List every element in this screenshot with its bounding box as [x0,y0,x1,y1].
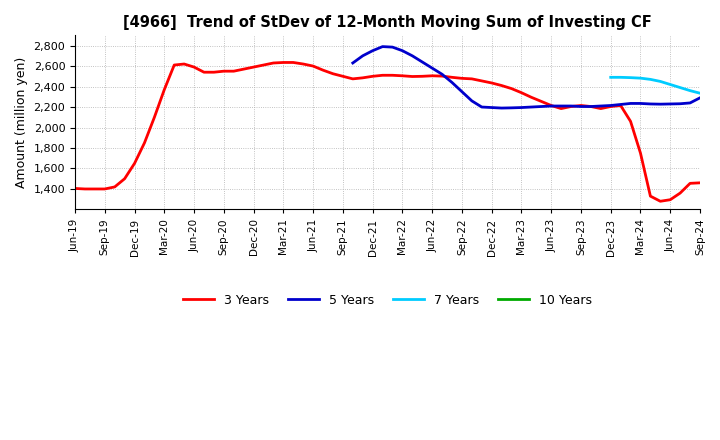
5 Years [498,106,506,111]
5 Years [507,105,516,110]
Title: [4966]  Trend of StDev of 12-Month Moving Sum of Investing CF: [4966] Trend of StDev of 12-Month Moving… [123,15,652,30]
5 Years [685,100,694,106]
5 Years [378,44,387,49]
5 Years [467,98,476,103]
3 Years [338,73,347,79]
5 Years [537,104,546,109]
5 Years [626,101,635,106]
7 Years [656,79,665,84]
5 Years [418,59,426,65]
5 Years [477,104,486,110]
5 Years [577,104,585,109]
5 Years [487,105,496,110]
5 Years [517,105,526,110]
3 Years [388,73,397,78]
5 Years [656,102,665,107]
7 Years [606,75,615,80]
5 Years [348,60,357,66]
5 Years [458,89,467,94]
5 Years [606,103,615,108]
5 Years [428,66,436,71]
5 Years [567,103,575,109]
7 Years [696,91,704,96]
3 Years [150,115,158,120]
3 Years [487,81,496,86]
3 Years [696,180,704,186]
3 Years [477,78,486,84]
5 Years [596,103,605,109]
7 Years [685,88,694,93]
7 Years [636,76,645,81]
7 Years [626,75,635,80]
Legend: 3 Years, 5 Years, 7 Years, 10 Years: 3 Years, 5 Years, 7 Years, 10 Years [178,289,598,312]
5 Years [587,104,595,109]
3 Years [656,198,665,204]
5 Years [547,103,556,109]
5 Years [527,104,536,110]
5 Years [646,101,654,106]
3 Years [71,186,79,191]
5 Years [438,72,446,77]
5 Years [616,102,625,107]
3 Years [428,73,436,78]
Y-axis label: Amount (million yen): Amount (million yen) [15,57,28,188]
5 Years [398,48,407,53]
5 Years [448,80,456,85]
5 Years [369,48,377,53]
7 Years [646,77,654,82]
5 Years [557,103,565,109]
5 Years [676,101,685,106]
5 Years [408,53,417,59]
5 Years [666,101,675,106]
3 Years [279,60,288,65]
Line: 5 Years: 5 Years [353,47,700,108]
7 Years [676,85,685,90]
Line: 7 Years: 7 Years [611,77,700,93]
5 Years [636,101,645,106]
5 Years [696,95,704,100]
7 Years [666,82,675,87]
7 Years [616,75,625,80]
5 Years [359,53,367,59]
Line: 3 Years: 3 Years [75,62,700,201]
5 Years [388,44,397,50]
